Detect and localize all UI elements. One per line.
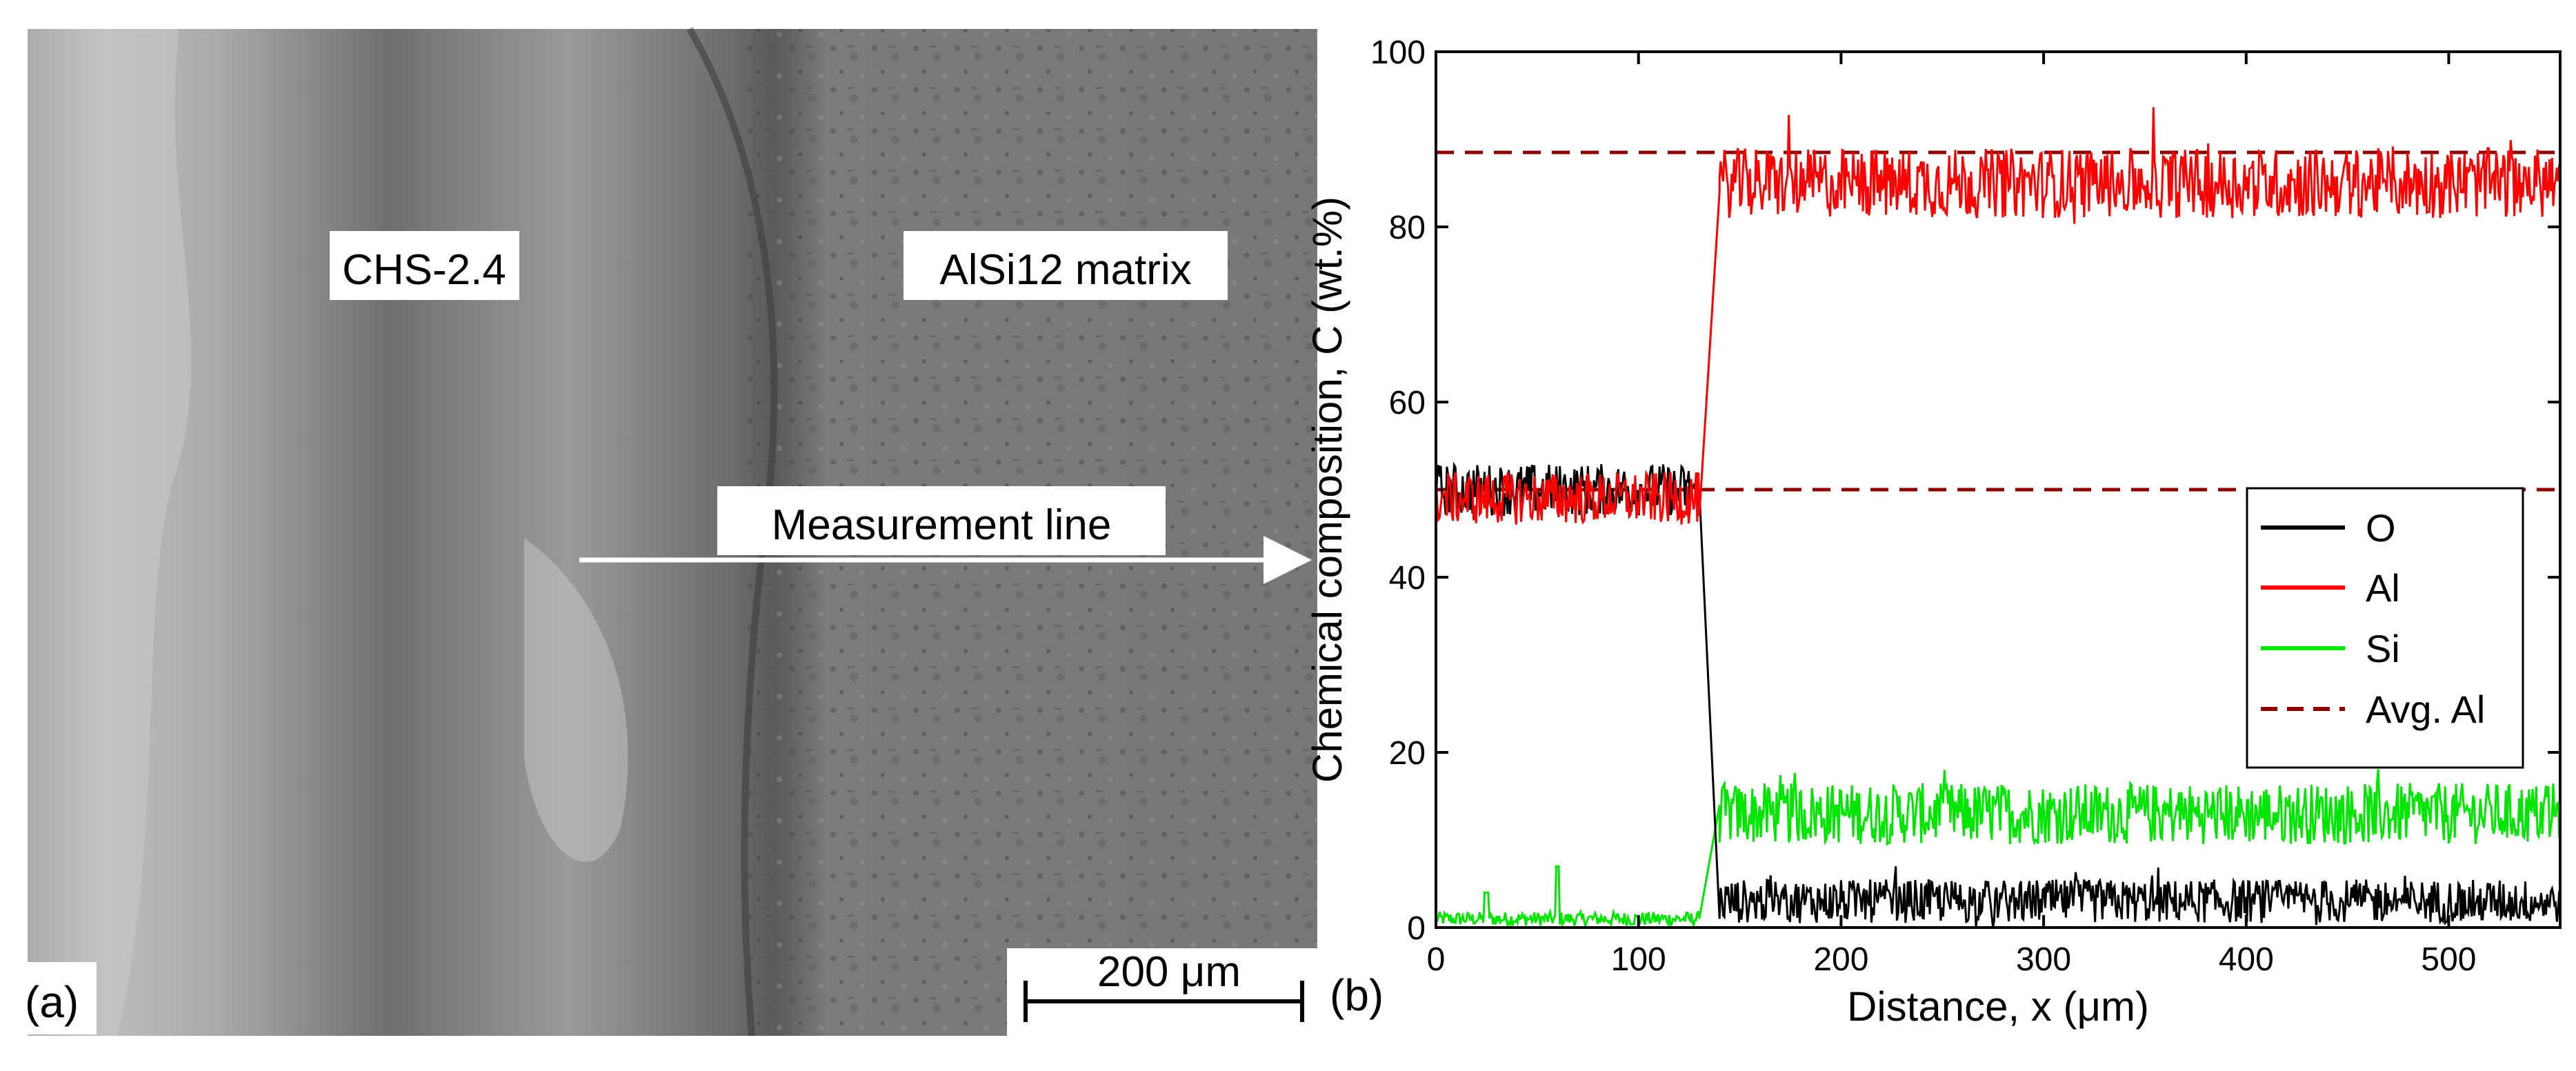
series-line-si xyxy=(1435,769,2561,930)
label-left-region: CHS-2.4 xyxy=(342,246,506,294)
legend-label-avg: Avg. Al xyxy=(2366,688,2485,731)
panel-a-label: (a) xyxy=(25,977,79,1027)
legend-label-si: Si xyxy=(2366,627,2400,670)
scale-bar-label: 200 μm xyxy=(1097,948,1241,996)
series-line-al xyxy=(1435,107,2561,526)
y-tick-label: 60 xyxy=(1389,385,1426,421)
legend: O Al Si Avg. Al xyxy=(2246,487,2524,769)
x-axis: 0 100 200 300 400 500 xyxy=(1427,52,2477,978)
y-tick-label: 0 xyxy=(1407,910,1426,947)
y-axis-label: Chemical composition, C (wt.%) xyxy=(1304,197,1350,783)
panel-b-label: (b) xyxy=(1330,970,1384,1020)
panel-b: (b) 0 100 200 300 400 500 0 20 40 60 80 100 Distan… xyxy=(1304,34,2562,1030)
x-tick-label: 500 xyxy=(2421,941,2476,978)
y-tick-label: 40 xyxy=(1389,560,1426,597)
y-axis: 0 20 40 60 80 100 xyxy=(1370,34,2560,947)
scale-bar-background xyxy=(1007,948,1331,1041)
y-tick-label: 100 xyxy=(1370,34,1426,71)
label-box-right xyxy=(903,231,1228,300)
plot-frame xyxy=(1435,50,2562,929)
y-tick-label: 20 xyxy=(1389,735,1426,772)
y-tick-label: 80 xyxy=(1389,210,1426,246)
sem-bright-region xyxy=(28,29,192,1036)
label-measurement: Measurement line xyxy=(772,501,1112,549)
series-lines xyxy=(1435,107,2561,930)
legend-box xyxy=(2246,487,2524,769)
x-tick-label: 0 xyxy=(1427,941,1446,978)
sem-bright-streak xyxy=(524,538,628,862)
panel-a: CHS-2.4 AlSi12 matrix Measurement line (… xyxy=(0,27,1331,1071)
label-box-left xyxy=(330,231,519,300)
legend-label-al: Al xyxy=(2366,566,2400,610)
x-axis-label: Distance, x (μm) xyxy=(1847,983,2149,1030)
x-tick-label: 200 xyxy=(1813,941,1868,978)
x-tick-label: 300 xyxy=(2016,941,2071,978)
label-box-measurement xyxy=(717,486,1166,555)
x-tick-label: 100 xyxy=(1611,941,1666,978)
label-right-region: AlSi12 matrix xyxy=(939,246,1191,294)
legend-label-o: O xyxy=(2366,506,2396,550)
x-tick-label: 400 xyxy=(2219,941,2274,978)
